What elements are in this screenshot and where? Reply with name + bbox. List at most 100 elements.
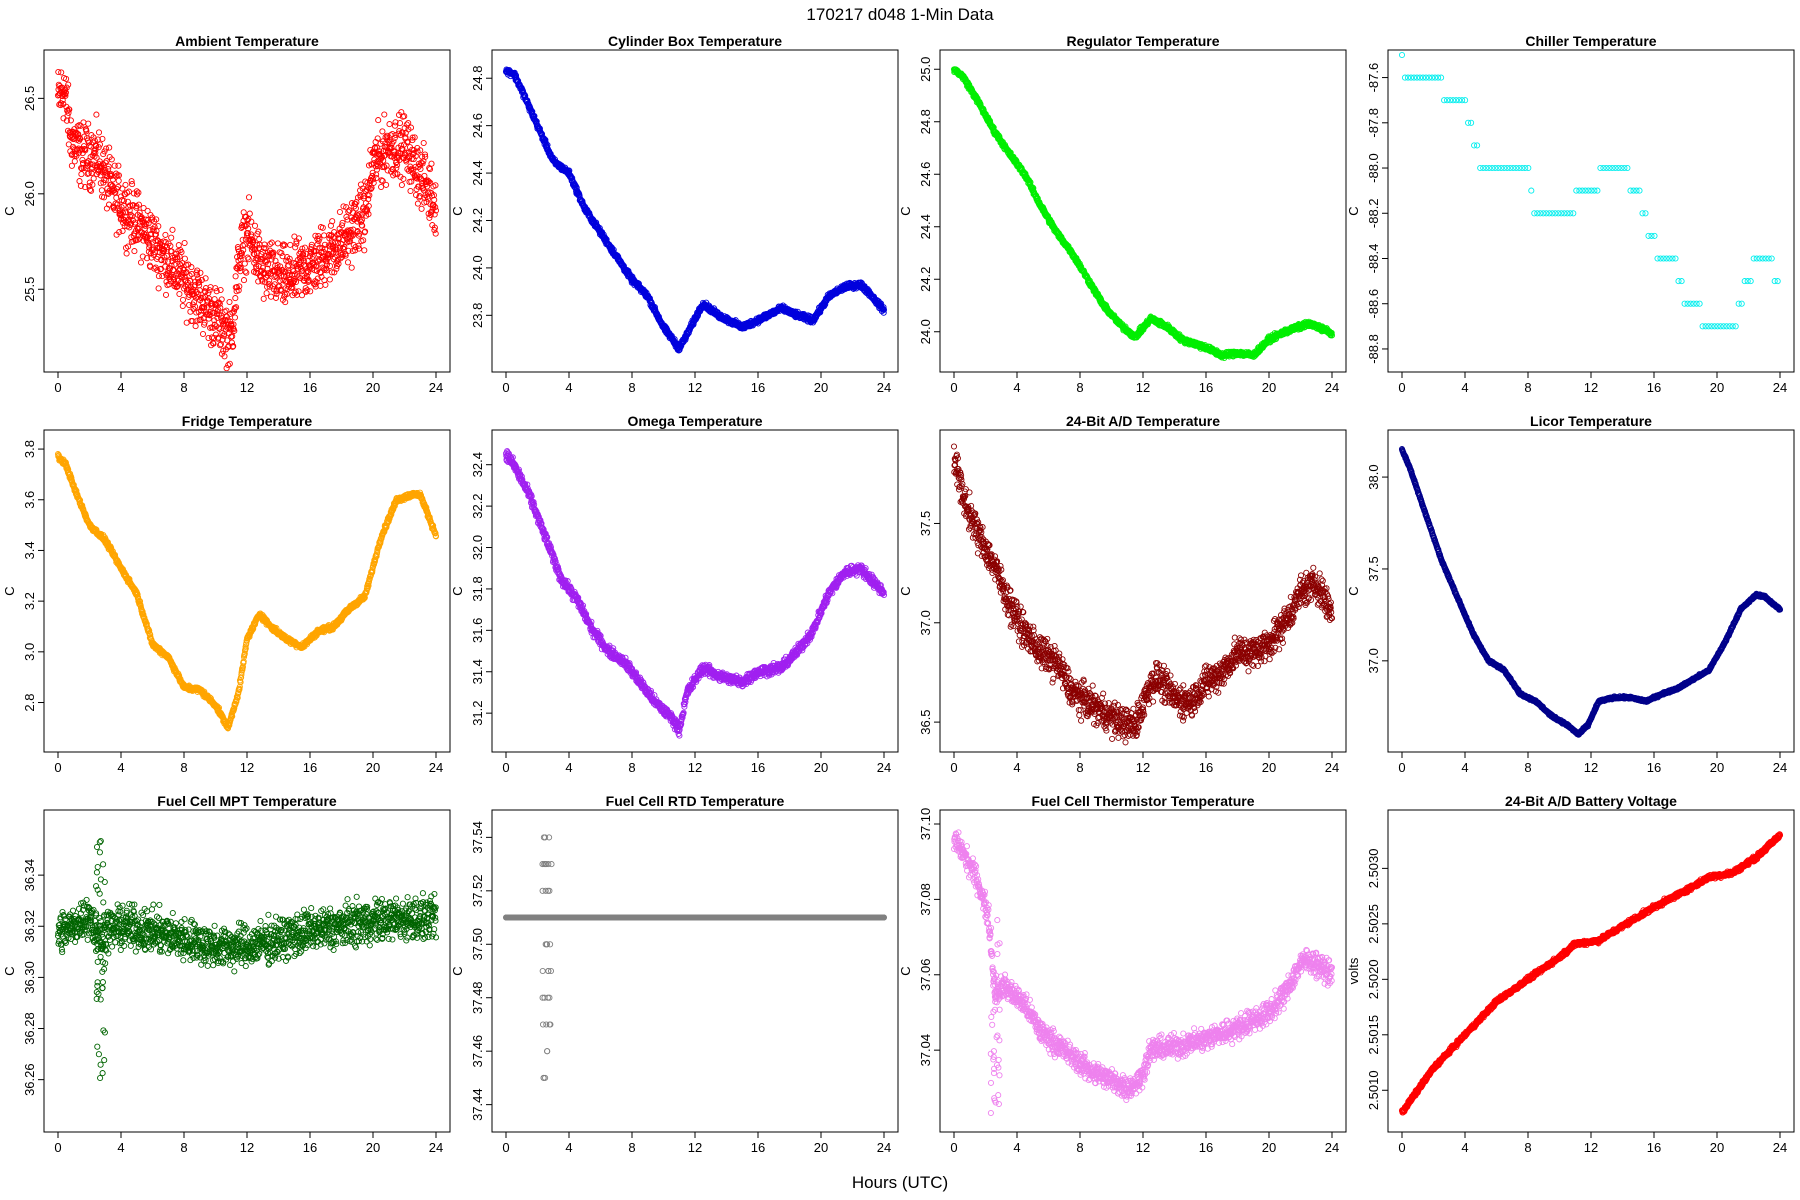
y-axis-label: C [450, 206, 465, 215]
x-tick-label: 0 [54, 760, 61, 775]
data-point [367, 185, 374, 193]
data-point [1543, 210, 1550, 217]
data-point [352, 205, 359, 212]
data-point [1609, 164, 1616, 172]
data-point [85, 170, 92, 177]
x-tick-label: 0 [1398, 380, 1405, 395]
data-point [178, 249, 185, 256]
y-tick-label: 24.6 [918, 162, 933, 187]
data-point [339, 251, 346, 258]
data-point [1438, 74, 1445, 81]
data-point [1528, 187, 1535, 194]
data-point [536, 125, 543, 132]
y-tick-label: 26.0 [22, 181, 37, 206]
data-point [531, 112, 538, 120]
data-point [366, 192, 373, 199]
data-point [225, 342, 232, 350]
data-point [1678, 278, 1685, 285]
data-point [422, 153, 429, 160]
data-point [1588, 187, 1595, 194]
x-tick-label: 16 [1199, 380, 1213, 395]
data-point [96, 141, 104, 148]
data-point [1429, 74, 1436, 81]
data-point [260, 295, 267, 302]
data-point [1410, 74, 1418, 81]
data-point [286, 255, 293, 262]
data-point [1714, 323, 1721, 330]
data-point [235, 287, 242, 294]
data-point [411, 149, 418, 156]
y-tick-label: 24.2 [470, 208, 485, 233]
data-point [414, 200, 421, 207]
data-points [54, 68, 440, 371]
data-point [1654, 255, 1661, 262]
data-point [1525, 164, 1532, 172]
data-point [300, 254, 307, 261]
data-point [427, 179, 434, 186]
data-point [1639, 210, 1646, 217]
data-point [419, 160, 426, 167]
data-point [358, 216, 365, 224]
data-point [392, 131, 399, 139]
data-point [685, 329, 692, 336]
data-point [108, 181, 115, 188]
data-point [323, 267, 330, 274]
data-point [245, 225, 252, 232]
data-point [403, 149, 410, 156]
data-point [1624, 164, 1631, 172]
data-point [323, 258, 330, 265]
x-tick-label: 12 [1136, 380, 1150, 395]
data-point [115, 162, 122, 169]
data-point [225, 362, 232, 369]
y-tick-label: 3.2 [22, 592, 37, 610]
data-point [370, 179, 377, 186]
data-point [334, 239, 342, 246]
data-points [54, 451, 440, 732]
data-point [404, 139, 411, 146]
data-point [316, 257, 323, 264]
data-point [407, 187, 414, 195]
data-point [192, 323, 199, 330]
data-point [112, 173, 119, 180]
x-tick-label: 16 [303, 380, 317, 395]
data-point [1750, 255, 1757, 262]
data-point [228, 339, 235, 346]
data-point [322, 281, 329, 288]
data-point [119, 227, 126, 235]
data-point [261, 241, 268, 248]
data-point [201, 319, 208, 326]
data-point [146, 227, 153, 234]
data-point [243, 269, 250, 276]
data-point [349, 247, 356, 255]
data-point [239, 242, 246, 249]
data-point [71, 158, 78, 165]
data-point [432, 204, 439, 211]
data-point [326, 232, 333, 239]
x-tick-label: 0 [950, 380, 957, 395]
data-point [352, 243, 359, 251]
data-point [420, 139, 427, 147]
data-point [193, 271, 201, 278]
data-point [418, 205, 425, 212]
data-point [126, 202, 134, 209]
data-point [111, 186, 118, 193]
data-point [1573, 187, 1580, 194]
data-point [1459, 97, 1466, 104]
data-point [244, 217, 251, 224]
data-point [377, 152, 384, 159]
data-point [349, 209, 357, 216]
data-point [338, 222, 346, 229]
data-point [232, 295, 239, 302]
data-point [71, 126, 78, 133]
data-point [349, 232, 356, 239]
data-point [395, 130, 402, 137]
data-point [1771, 278, 1778, 285]
data-point [73, 487, 80, 494]
data-point [292, 278, 300, 286]
data-point [380, 163, 387, 170]
data-point [58, 69, 65, 76]
data-point [356, 211, 363, 218]
data-point [401, 113, 408, 120]
x-tick-label: 20 [1710, 380, 1724, 395]
